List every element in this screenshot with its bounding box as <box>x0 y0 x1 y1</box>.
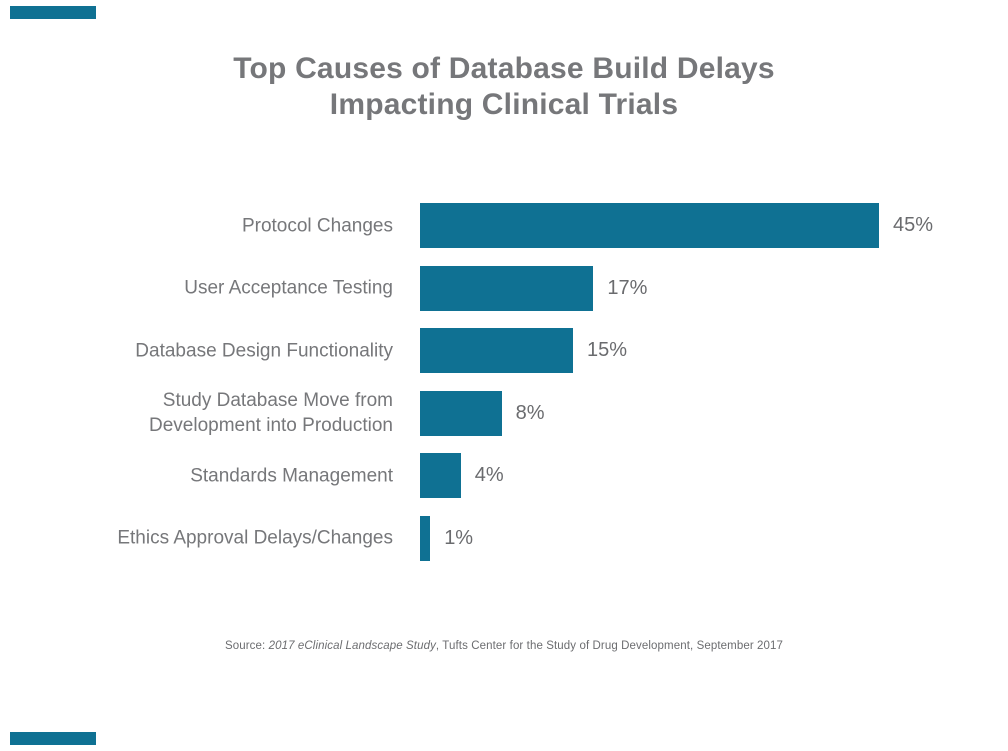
bar-chart: Protocol Changes 45% User Acceptance Testi… <box>0 203 1008 563</box>
bar-value-label: 45% <box>893 214 934 236</box>
bar <box>420 515 431 561</box>
bar-value-label: 1% <box>444 526 474 549</box>
bar <box>420 203 879 248</box>
bar-value-label: 4% <box>474 464 504 486</box>
bar-category-label-line: Standards Management <box>190 465 393 486</box>
bar-category-label-line: Database Design Functionality <box>135 340 393 361</box>
bar <box>420 390 502 436</box>
bar-category-label-line: Development into Production <box>149 415 393 436</box>
chart-row: Study Database Move from Development into… <box>0 388 1008 438</box>
bar <box>420 453 461 498</box>
chart-title: Top Causes of Database Build Delays Impa… <box>0 51 1008 123</box>
chart-title-line1: Top Causes of Database Build Delays <box>233 52 775 85</box>
bottom-left-accent-bar <box>10 732 96 745</box>
top-left-accent-bar <box>10 6 96 19</box>
source-prefix: Source: <box>224 640 269 652</box>
chart-row: User Acceptance Testing 17% <box>0 265 1008 311</box>
bar-value-label: 17% <box>607 276 648 299</box>
bar-category-label: Ethics Approval Delays/Changes <box>63 526 393 551</box>
bar-category-label-line: Protocol Changes <box>241 215 393 236</box>
bar-value-label: 8% <box>515 401 545 424</box>
bar-value-label: 15% <box>587 339 628 361</box>
bar-category-label: User Acceptance Testing <box>63 276 393 301</box>
chart-title-line2: Impacting Clinical Trials <box>329 88 679 121</box>
bar-category-label: Protocol Changes <box>63 213 393 238</box>
bar-category-label: Database Design Functionality <box>63 338 393 363</box>
bar-category-label: Study Database Move from Development into… <box>63 388 393 438</box>
chart-row: Standards Management 4% <box>0 453 1008 498</box>
bar-category-label-line: User Acceptance Testing <box>184 277 393 299</box>
chart-row: Protocol Changes 45% <box>0 203 1008 248</box>
source-suffix: , Tufts Center for the Study of Drug Dev… <box>435 640 784 652</box>
source-study-name: 2017 eClinical Landscape Study <box>268 640 436 652</box>
bar <box>420 328 573 373</box>
bar <box>420 265 594 311</box>
chart-row: Ethics Approval Delays/Changes 1% <box>0 515 1008 561</box>
source-citation: Source: 2017 eClinical Landscape Study, … <box>0 640 1008 652</box>
bar-category-label-line: Ethics Approval Delays/Changes <box>117 527 393 549</box>
chart-row: Database Design Functionality 15% <box>0 328 1008 373</box>
bar-category-label: Standards Management <box>63 463 393 488</box>
bar-category-label-line: Study Database Move from <box>162 390 393 411</box>
